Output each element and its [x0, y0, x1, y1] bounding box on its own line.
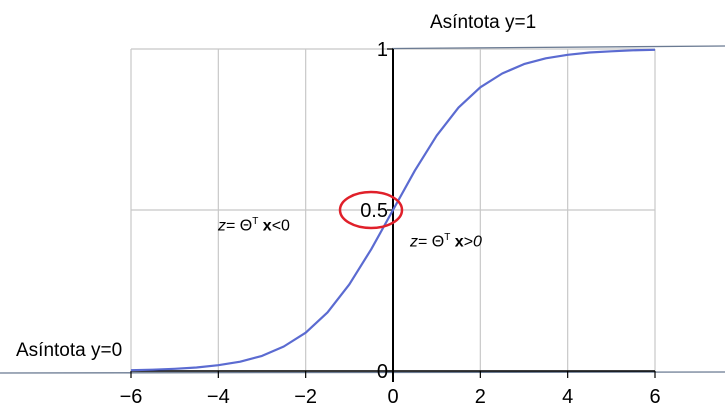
- transpose-mark: T: [252, 216, 259, 227]
- x-vector: x: [262, 217, 272, 235]
- x-tick-label: −2: [294, 386, 317, 408]
- x-tick-label: −4: [207, 386, 230, 408]
- negative-region-label: z= ΘT x<0: [218, 216, 290, 235]
- z-variable: z: [410, 233, 418, 251]
- asymptote-line-y1: [391, 45, 725, 50]
- series-line: [130, 48, 656, 372]
- x-tick-labels: −6 −4 −2 0 2 4 6: [120, 386, 661, 408]
- highlight-layer: [338, 190, 404, 230]
- comparison-symbol: >: [463, 233, 474, 251]
- x-tick-label: 6: [649, 386, 660, 408]
- y-tick-labels: 00.51: [360, 39, 388, 383]
- y-tick-label: 1: [377, 39, 388, 61]
- series-layer: [130, 48, 656, 372]
- x-tick-label: −6: [120, 386, 143, 408]
- x-vector: x: [454, 233, 464, 251]
- transpose-mark: T: [444, 232, 451, 243]
- asymptote-bottom-label: Asíntota y=0: [16, 340, 123, 361]
- y-tick-label: 0.5: [360, 200, 388, 222]
- positive-region-label: z= ΘT x>0: [410, 232, 482, 251]
- y-tick-label: 0: [377, 361, 388, 383]
- equals-theta: = Θ: [226, 217, 253, 235]
- asymptote-lines: [0, 45, 725, 374]
- asymptote-top-label: Asíntota y=1: [430, 12, 537, 33]
- x-tick-label: 2: [475, 386, 486, 408]
- comparison-number: 0: [473, 233, 482, 251]
- z-variable: z: [218, 217, 226, 235]
- x-tick-label: 0: [387, 386, 398, 408]
- axes: [130, 48, 656, 382]
- highlight-ellipse: [338, 190, 404, 230]
- comparison: <0: [271, 217, 290, 235]
- equals-theta: = Θ: [418, 233, 445, 251]
- asymptote-line-y0: [0, 371, 725, 374]
- x-tick-label: 4: [562, 386, 573, 408]
